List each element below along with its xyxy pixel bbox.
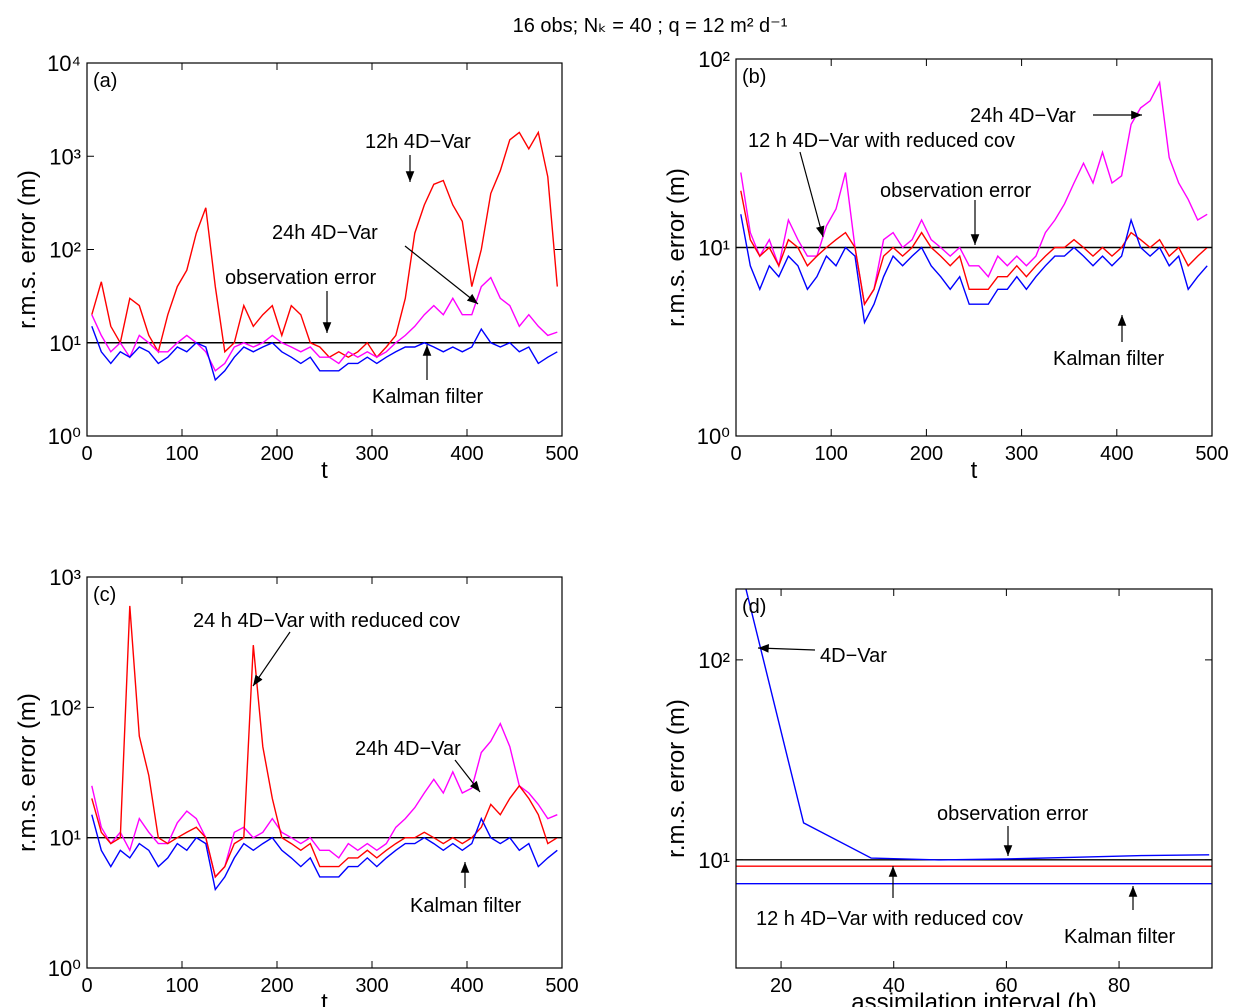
series-line [91, 276, 558, 372]
axes-box [86, 62, 563, 437]
x-tick-label: 0 [81, 443, 92, 465]
y-tick-label: 10² [698, 47, 730, 72]
x-axis-label: assimilation interval (h) [851, 989, 1096, 1007]
annotation: 12 h 4D−Var with reduced cov [756, 908, 1023, 930]
x-tick-label: 80 [1108, 975, 1130, 997]
plot-area [736, 589, 1212, 885]
y-tick-label: 10⁰ [48, 424, 81, 449]
annotation-arrow [252, 631, 291, 687]
annotation-arrow [404, 245, 479, 305]
y-tick-label: 10¹ [49, 826, 81, 851]
panel-label: (a) [93, 70, 117, 92]
y-axis-label: r.m.s. error (m) [14, 170, 41, 329]
y-tick-label: 10¹ [49, 331, 81, 356]
x-tick-label: 20 [770, 975, 792, 997]
annotation: Kalman filter [372, 386, 483, 408]
y-axis-label: r.m.s. error (m) [663, 168, 690, 327]
x-tick-label: 0 [81, 975, 92, 997]
y-tick-label: 10¹ [698, 236, 730, 261]
panel-label: (b) [742, 66, 766, 88]
y-tick-label: 10¹ [698, 848, 730, 873]
plot-area [736, 80, 1212, 325]
x-axis-label: t [971, 457, 978, 484]
x-tick-label: 400 [450, 443, 483, 465]
series-line [91, 721, 558, 879]
annotation-arrow [799, 151, 825, 238]
y-tick-label: 10⁴ [47, 51, 81, 76]
annotation: observation error [937, 803, 1089, 825]
y-axis-label: r.m.s. error (m) [14, 693, 41, 852]
x-tick-label: 40 [883, 975, 905, 997]
series-line [745, 589, 1210, 861]
x-axis-label: t [321, 989, 328, 1007]
annotation: 24h 4D−Var [272, 222, 378, 244]
annotation-arrow [757, 644, 816, 653]
panel-label: (c) [93, 584, 116, 606]
annotation: observation error [880, 180, 1032, 202]
y-axis-label: r.m.s. error (m) [663, 699, 690, 858]
annotation: 24h 4D−Var [970, 105, 1076, 127]
figure-title: 16 obs; Nₖ = 40 ; q = 12 m² d⁻¹ [513, 15, 788, 37]
series-line [740, 190, 1208, 307]
y-tick-label: 10⁰ [697, 424, 730, 449]
annotation: 12 h 4D−Var with reduced cov [748, 130, 1015, 152]
y-tick-label: 10² [49, 695, 81, 720]
x-tick-label: 0 [730, 443, 741, 465]
x-tick-label: 400 [1100, 443, 1133, 465]
annotation: Kalman filter [410, 895, 521, 917]
x-tick-label: 60 [995, 975, 1017, 997]
series-line [740, 214, 1208, 325]
x-tick-label: 500 [545, 975, 578, 997]
x-tick-label: 500 [545, 443, 578, 465]
series-line [740, 80, 1208, 307]
annotation: 12h 4D−Var [365, 131, 471, 153]
annotation: Kalman filter [1053, 348, 1164, 370]
annotation: 4D−Var [820, 645, 887, 667]
y-tick-label: 10² [49, 238, 81, 263]
x-tick-label: 300 [1005, 443, 1038, 465]
x-tick-label: 300 [355, 975, 388, 997]
y-tick-label: 10² [698, 648, 730, 673]
annotation: observation error [225, 267, 377, 289]
annotation-arrow [454, 759, 481, 793]
y-tick-label: 10³ [49, 144, 81, 169]
series-line [91, 814, 558, 892]
annotation: 24 h 4D−Var with reduced cov [193, 610, 460, 632]
x-tick-label: 200 [260, 975, 293, 997]
plot-area [87, 130, 562, 382]
y-tick-label: 10³ [49, 565, 81, 590]
series-line [91, 605, 558, 879]
x-axis-label: t [321, 457, 328, 484]
series-line [91, 130, 558, 359]
x-tick-label: 200 [260, 443, 293, 465]
x-tick-label: 100 [165, 975, 198, 997]
y-tick-label: 10⁰ [48, 956, 81, 981]
series-line [91, 326, 558, 382]
x-tick-label: 100 [815, 443, 848, 465]
x-tick-label: 500 [1195, 443, 1228, 465]
x-tick-label: 200 [910, 443, 943, 465]
plot-area [87, 605, 562, 892]
panel-label: (d) [742, 596, 766, 618]
x-tick-label: 400 [450, 975, 483, 997]
annotation: 24h 4D−Var [355, 738, 461, 760]
axes-box [86, 576, 563, 969]
x-tick-label: 100 [165, 443, 198, 465]
axes-box [735, 588, 1213, 969]
x-tick-label: 300 [355, 443, 388, 465]
annotation: Kalman filter [1064, 926, 1175, 948]
